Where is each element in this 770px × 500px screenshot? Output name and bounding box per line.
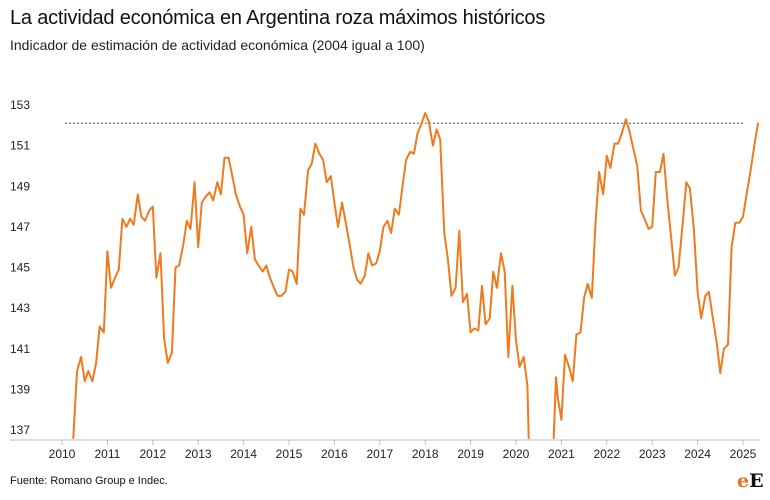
x-tick-label: 2022 [593, 447, 620, 461]
x-tick-label: 2025 [730, 447, 757, 461]
x-tick-label: 2021 [548, 447, 575, 461]
logo-e-lower: e [737, 470, 750, 492]
y-tick-label: 145 [10, 261, 30, 275]
y-tick-label: 151 [10, 139, 30, 153]
brand-logo: eE [737, 470, 764, 492]
x-tick-label: 2010 [49, 447, 76, 461]
series-layer [72, 112, 759, 440]
line-chart: 137 139 141 143 145 147 149 151 153 2010 2011 2012… [10, 98, 760, 461]
x-tick-label: 2024 [684, 447, 711, 461]
chart-title: La actividad económica en Argentina roza… [10, 7, 546, 29]
y-tick-label: 139 [10, 382, 30, 396]
x-tick-label: 2015 [276, 447, 303, 461]
x-tick-label: 2017 [366, 447, 393, 461]
x-tick-label: 2014 [230, 447, 257, 461]
series-line-segment-2 [552, 118, 759, 440]
y-axis: 137 139 141 143 145 147 149 151 153 [10, 98, 30, 437]
x-tick-label: 2023 [639, 447, 666, 461]
x-axis: 2010 2011 2012 2013 2014 2015 2016 2017 2018 2019… [10, 439, 760, 461]
y-tick-label: 149 [10, 179, 30, 193]
y-tick-label: 153 [10, 98, 30, 112]
series-line-segment-1 [72, 112, 530, 440]
y-tick-label: 143 [10, 301, 30, 315]
x-tick-label: 2013 [185, 447, 212, 461]
logo-e-upper: E [749, 470, 764, 492]
y-tick-label: 147 [10, 220, 30, 234]
x-tick-label: 2020 [503, 447, 530, 461]
x-tick-label: 2012 [139, 447, 166, 461]
x-tick-label: 2019 [457, 447, 484, 461]
y-tick-label: 137 [10, 423, 30, 437]
x-tick-label: 2016 [321, 447, 348, 461]
y-tick-label: 141 [10, 342, 30, 356]
chart-subtitle: Indicador de estimación de actividad eco… [10, 37, 425, 53]
source-note: Fuente: Romano Group e Indec. [10, 475, 168, 487]
x-tick-label: 2011 [94, 447, 120, 461]
x-tick-label: 2018 [412, 447, 439, 461]
